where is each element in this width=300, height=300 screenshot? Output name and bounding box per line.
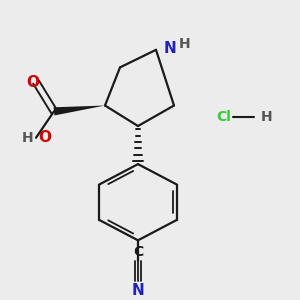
Text: H: H (261, 110, 273, 124)
Text: H: H (21, 131, 33, 145)
Text: O: O (26, 75, 39, 90)
Text: H: H (179, 37, 190, 51)
Text: N: N (164, 41, 176, 56)
Text: O: O (38, 130, 52, 145)
Polygon shape (53, 106, 105, 116)
Text: C: C (133, 245, 143, 260)
Text: N: N (132, 283, 144, 298)
Text: Cl: Cl (216, 110, 231, 124)
